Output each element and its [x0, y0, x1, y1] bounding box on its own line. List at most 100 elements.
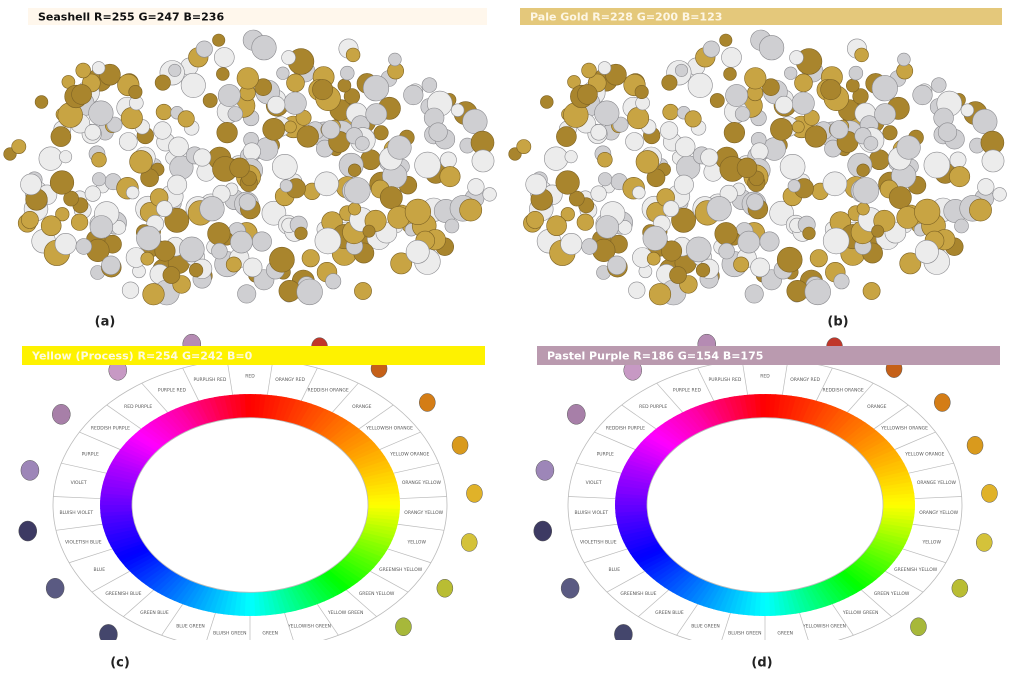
hue-segment [733, 395, 746, 420]
gold-crystal [154, 74, 171, 91]
hue-segment [165, 577, 188, 600]
hue-segment [880, 481, 913, 491]
ring-divider [226, 360, 233, 395]
gemstone [966, 436, 984, 455]
hue-segment [681, 410, 703, 433]
hue-segment [804, 586, 822, 610]
gold-crystal [568, 190, 585, 207]
clear-crystal [421, 77, 438, 93]
hue-label: BLUE [94, 567, 106, 573]
hue-label: YELLOWISH GREEN [802, 624, 846, 630]
hue-segment [837, 571, 862, 593]
gold-crystal [661, 240, 683, 262]
hue-segment [360, 532, 393, 544]
hue-segment [653, 563, 681, 583]
ring-divider [379, 431, 421, 450]
clear-crystal [687, 72, 713, 98]
clear-crystal [706, 196, 732, 222]
ring-divider [161, 603, 183, 636]
hue-segment [622, 466, 655, 478]
gold-crystal [662, 103, 679, 121]
hue-segment [102, 481, 135, 490]
hue-segment [100, 496, 133, 502]
clear-crystal [167, 174, 188, 195]
gold-crystal [348, 202, 362, 216]
hue-label: GREENISH BLUE [105, 591, 141, 597]
hue-label: ORANGY YELLOW [404, 510, 443, 516]
ring-divider [676, 603, 698, 636]
hue-segment [664, 569, 690, 590]
clear-crystal [467, 178, 485, 196]
hue-segment [153, 571, 178, 593]
clear-crystal [833, 273, 850, 290]
gemstone [910, 617, 927, 637]
hue-segment [175, 406, 196, 430]
hue-segment [138, 427, 166, 447]
clear-crystal [211, 242, 228, 260]
hue-segment [793, 397, 808, 422]
clear-crystal [92, 172, 107, 187]
clear-crystal [822, 171, 848, 197]
hue-segment [100, 492, 133, 499]
hue-segment [827, 410, 850, 433]
hue-segment [308, 579, 330, 602]
hue-segment [357, 459, 390, 473]
hue-segment [218, 395, 231, 420]
hue-segment [668, 417, 693, 439]
gold-crystal [723, 67, 737, 81]
hue-segment [881, 489, 915, 497]
clear-crystal [564, 150, 578, 164]
clear-crystal [238, 193, 257, 211]
hue-segment [874, 463, 907, 476]
clear-crystal [822, 227, 850, 255]
clear-crystal [594, 100, 620, 126]
hue-segment [630, 452, 662, 467]
hue-label: BLUISH GREEN [728, 630, 761, 636]
ring-divider [621, 404, 657, 430]
hue-segment [342, 556, 372, 574]
hue-label: BLUISH VIOLET [59, 510, 93, 516]
gold-crystal [802, 226, 816, 240]
hue-label: REDDISH PURPLE [606, 426, 645, 432]
hue-segment [646, 558, 675, 577]
clear-crystal [237, 284, 257, 304]
hue-segment [627, 540, 659, 554]
gold-crystal [695, 263, 711, 278]
clear-crystal [59, 150, 73, 164]
hue-segment [866, 546, 898, 561]
gold-crystal [207, 222, 231, 246]
hue-segment [748, 591, 757, 616]
hue-label: BLUE GREEN [176, 624, 205, 630]
ring-divider [317, 603, 339, 636]
hue-segment [183, 583, 202, 607]
hue-segment [352, 449, 383, 465]
hue-segment [830, 575, 854, 598]
gold-crystal [709, 93, 725, 108]
hue-segment [354, 452, 386, 468]
hue-segment [625, 537, 658, 551]
clear-crystal [642, 225, 668, 251]
gemstone [99, 624, 118, 640]
hue-segment [309, 408, 331, 432]
hue-label: BLUE GREEN [691, 624, 720, 630]
gemstone [535, 460, 555, 481]
hue-segment [213, 589, 226, 614]
gold-crystal [236, 67, 259, 90]
gold-crystal [439, 166, 461, 188]
clear-crystal [977, 178, 995, 196]
gold-crystal [262, 118, 286, 141]
gold-crystal [714, 222, 738, 246]
hue-segment [713, 586, 729, 611]
gemstone [981, 484, 998, 503]
clear-crystal [992, 187, 1007, 202]
hue-segment [640, 439, 670, 457]
hue-segment [858, 436, 887, 454]
clear-crystal [972, 108, 998, 135]
ring-divider [584, 548, 628, 564]
hue-segment [780, 591, 791, 615]
hue-segment [831, 413, 854, 435]
hue-segment [277, 588, 292, 613]
clear-crystal [314, 171, 339, 197]
clear-crystal [343, 177, 371, 204]
gold-crystal [390, 252, 413, 275]
